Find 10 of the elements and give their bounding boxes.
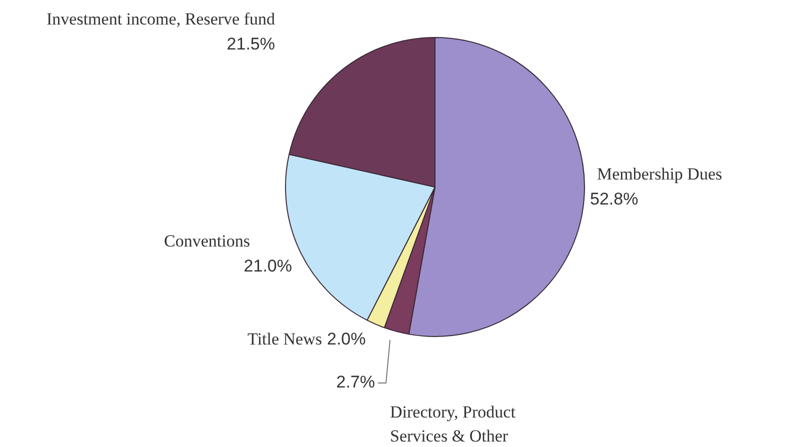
slice-label: Membership Dues (597, 164, 722, 184)
slice-label: Investment income, Reserve fund (46, 9, 276, 28)
data-label: 52.8% (590, 190, 638, 209)
slice-label: Title News (248, 329, 322, 348)
data-label: 21.5% (226, 34, 275, 54)
data-label: 2.0% (327, 330, 366, 349)
data-label: 2.7% (336, 372, 375, 392)
slice-label: Conventions (164, 231, 250, 250)
data-label: 21.0% (244, 256, 292, 276)
slice-label: Directory, Product Services & Other (390, 402, 516, 446)
